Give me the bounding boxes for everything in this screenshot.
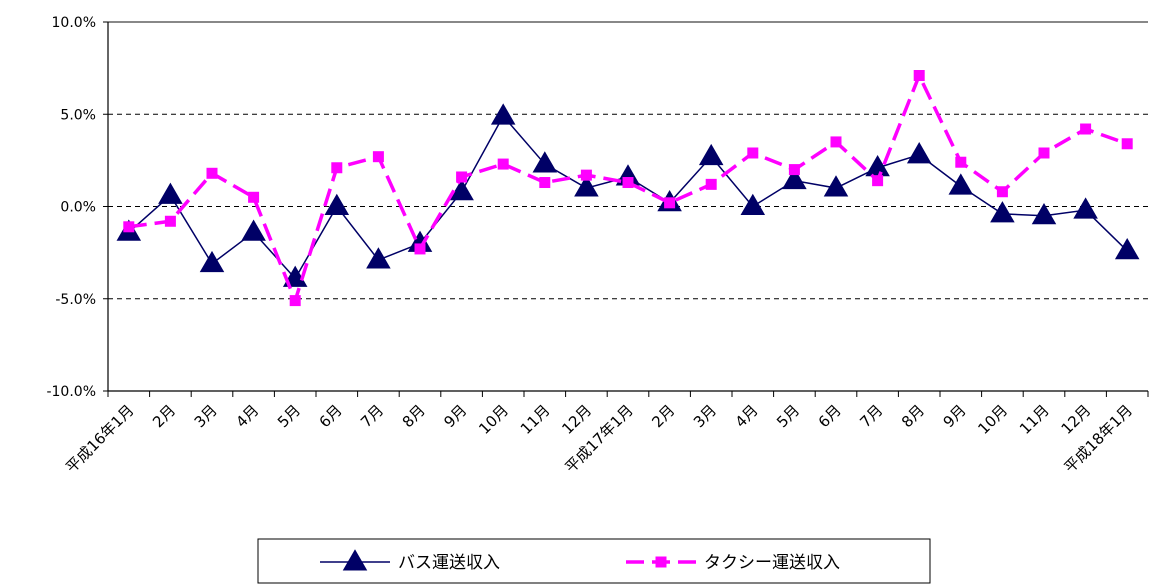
data-point [497, 158, 509, 170]
data-point [574, 175, 599, 197]
data-point [622, 177, 634, 189]
data-point [1038, 147, 1050, 159]
x-tick-label: 3月 [690, 401, 720, 431]
data-point [580, 169, 592, 181]
data-point [539, 177, 551, 189]
x-tick-label: 5月 [274, 401, 304, 431]
data-point [532, 151, 558, 173]
data-point [906, 142, 932, 164]
x-tick-label: 11月 [1016, 401, 1053, 438]
data-point [698, 143, 724, 166]
data-point [456, 171, 468, 183]
legend-item: バス運送収入 [320, 549, 500, 573]
data-point [913, 70, 925, 82]
data-point [948, 173, 974, 195]
data-point [324, 193, 350, 215]
x-tick-label: 9月 [940, 401, 970, 431]
x-tick-label: 5月 [773, 401, 803, 431]
y-tick-label: 5.0% [60, 107, 96, 123]
data-point [788, 164, 800, 176]
data-point [1073, 197, 1098, 219]
legend-box [257, 538, 931, 584]
axes [103, 21, 1149, 397]
series-taxi [123, 70, 1133, 307]
legend-label: タクシー運送収入 [704, 553, 840, 573]
y-tick-label: 0.0% [60, 200, 96, 216]
data-point [990, 201, 1015, 223]
data-point [782, 167, 807, 190]
legend: バス運送収入 タクシー運送収入 [257, 538, 931, 584]
data-point [449, 178, 474, 201]
series-bus [116, 103, 1140, 287]
data-point [490, 103, 516, 125]
x-tick-label: 11月 [517, 401, 554, 438]
data-point [955, 156, 967, 168]
legend-label: バス運送収入 [398, 553, 500, 573]
y-tick-label: -5.0% [55, 292, 96, 308]
data-point [164, 215, 176, 227]
x-tick-label: 2月 [648, 401, 678, 431]
data-point [872, 175, 884, 187]
x-tick-label: 10月 [974, 401, 1011, 438]
y-tick-label: 10.0% [52, 15, 96, 31]
legend-marker [342, 549, 368, 571]
data-point [199, 250, 225, 273]
x-tick-label: 9月 [440, 401, 470, 431]
data-point [830, 136, 842, 148]
data-point [1031, 202, 1057, 225]
data-point [705, 178, 717, 190]
data-point [1121, 138, 1133, 150]
x-tick-label: 平成16年1月 [62, 401, 137, 476]
data-point [747, 147, 759, 159]
gridlines [108, 113, 1148, 300]
data-point [414, 243, 426, 255]
data-point [123, 221, 135, 233]
data-point [206, 167, 218, 179]
legend-item: タクシー運送収入 [626, 553, 840, 573]
x-tick-label: 12月 [558, 401, 595, 438]
x-tick-label: 7月 [856, 401, 886, 431]
series-layer [116, 70, 1140, 307]
data-point [158, 182, 183, 204]
x-tick-label: 12月 [1058, 401, 1095, 438]
x-tick-label: 8月 [898, 401, 928, 431]
x-tick-label: 10月 [475, 401, 512, 438]
data-point [248, 191, 260, 203]
series-line [128, 114, 1128, 280]
data-point [331, 162, 343, 174]
data-point [996, 186, 1008, 198]
series-line [128, 71, 1128, 306]
x-tick-label: 3月 [191, 401, 221, 431]
x-tick-label: 4月 [232, 401, 262, 431]
x-tick-label: 6月 [316, 401, 346, 431]
y-tick-label: -10.0% [46, 384, 96, 400]
data-point [372, 151, 384, 163]
data-point [1114, 237, 1140, 260]
legend-marker [655, 556, 667, 568]
data-point [241, 219, 266, 241]
x-tick-label: 7月 [357, 401, 387, 431]
x-tick-label: 2月 [149, 401, 179, 431]
data-point [823, 175, 849, 197]
x-tick-label: 8月 [399, 401, 429, 431]
data-point [1080, 123, 1092, 135]
x-tick-label: 4月 [732, 401, 762, 431]
x-tick-label: 6月 [815, 401, 845, 431]
tick-labels: -10.0% -5.0% 0.0% 5.0% 10.0% 平成16年1月 2月 3月 4月 5月 6… [46, 15, 1136, 477]
data-point [664, 197, 676, 209]
data-point [289, 295, 301, 307]
data-point [740, 193, 766, 215]
data-point [366, 247, 391, 269]
